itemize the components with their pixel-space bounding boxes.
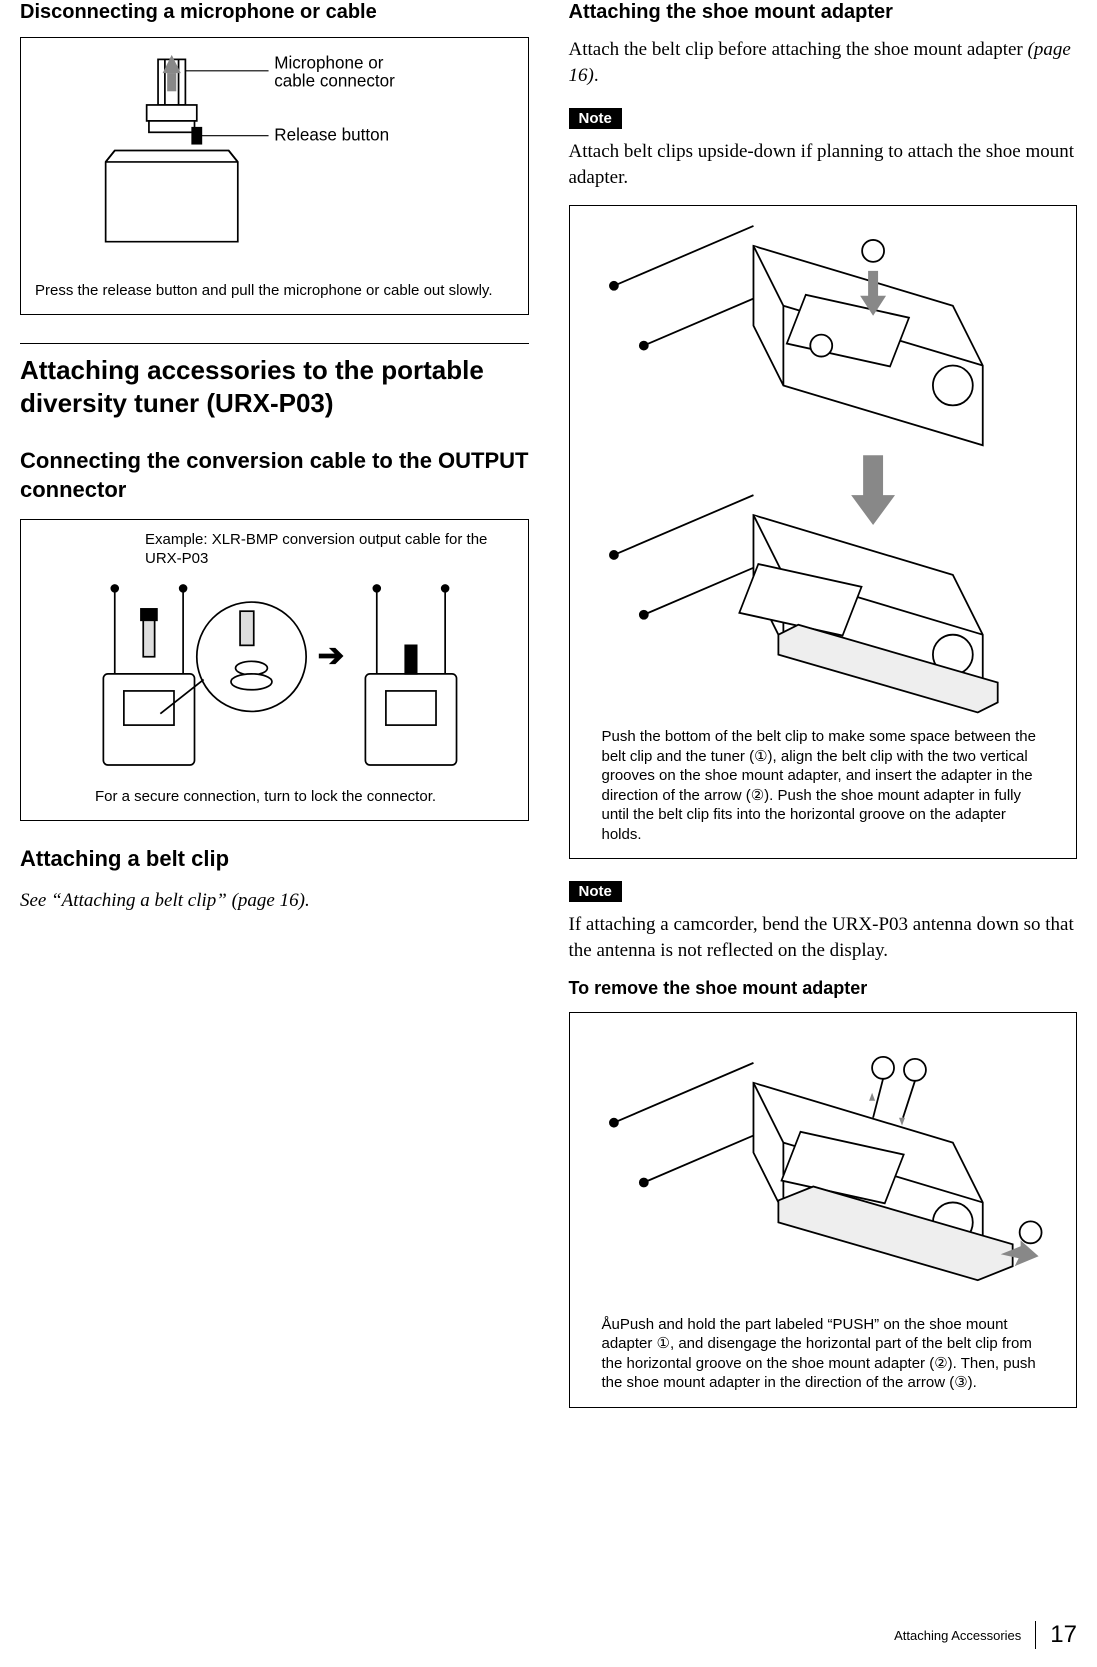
footer-section: Attaching Accessories [894, 1628, 1021, 1643]
label-release-button: Release button [274, 125, 389, 144]
figure-attach-shoe: 1 2 [569, 205, 1078, 859]
svg-text:cable connector: cable connector [274, 72, 395, 91]
footer-page-number: 17 [1050, 1621, 1077, 1649]
svg-text:2: 2 [911, 1062, 919, 1078]
heading-shoe-mount: Attaching the shoe mount adapter [569, 0, 1078, 25]
text-attach-before: Attach the belt clip before attaching th… [569, 37, 1078, 88]
diagram-attach-shoe: 1 2 [584, 216, 1063, 714]
figure-conversion-cable: Example: XLR-BMP conversion output cable… [20, 519, 529, 822]
svg-text:3: 3 [1026, 1224, 1034, 1240]
heading-belt-clip: Attaching a belt clip [20, 845, 529, 874]
text-see-belt-clip: See “Attaching a belt clip” (page 16). [20, 888, 529, 914]
caption-disconnect: Press the release button and pull the mi… [35, 281, 514, 301]
svg-text:1: 1 [879, 1060, 887, 1076]
label-mic-connector: Microphone or [274, 54, 383, 73]
page-footer: Attaching Accessories 17 [894, 1621, 1077, 1649]
footer-separator [1035, 1621, 1036, 1649]
svg-text:1: 1 [869, 242, 877, 258]
note-badge-2: Note [569, 881, 622, 902]
caption-remove-shoe: ÅuPush and hold the part labeled “PUSH” … [602, 1315, 1045, 1393]
diagram-mic-connector: Microphone or cable connector Release bu… [35, 48, 514, 276]
heading-remove-shoe: To remove the shoe mount adapter [569, 977, 1078, 1000]
text-upside-down: Attach belt clips upside-down if plannin… [569, 139, 1078, 190]
caption-conversion-top: Example: XLR-BMP conversion output cable… [145, 530, 514, 569]
diagram-remove-shoe: 1 2 3 [584, 1023, 1063, 1302]
caption-attach-shoe: Push the bottom of the belt clip to make… [602, 727, 1045, 844]
figure-remove-shoe: 1 2 3 ÅuPush and hold the part labeled “… [569, 1012, 1078, 1408]
heading-conversion-cable: Connecting the conversion cable to the O… [20, 447, 529, 504]
svg-text:➔: ➔ [318, 636, 345, 672]
diagram-conversion-cable: ➔ [35, 577, 514, 782]
note-badge-1: Note [569, 108, 622, 129]
text-antenna-bend: If attaching a camcorder, bend the URX-P… [569, 912, 1078, 963]
figure-disconnect-mic: Microphone or cable connector Release bu… [20, 37, 529, 315]
heading-disconnecting: Disconnecting a microphone or cable [20, 0, 529, 25]
caption-conversion-bottom: For a secure connection, turn to lock th… [95, 787, 514, 807]
heading-attaching-accessories: Attaching accessories to the portable di… [20, 343, 529, 419]
svg-text:2: 2 [817, 337, 825, 353]
